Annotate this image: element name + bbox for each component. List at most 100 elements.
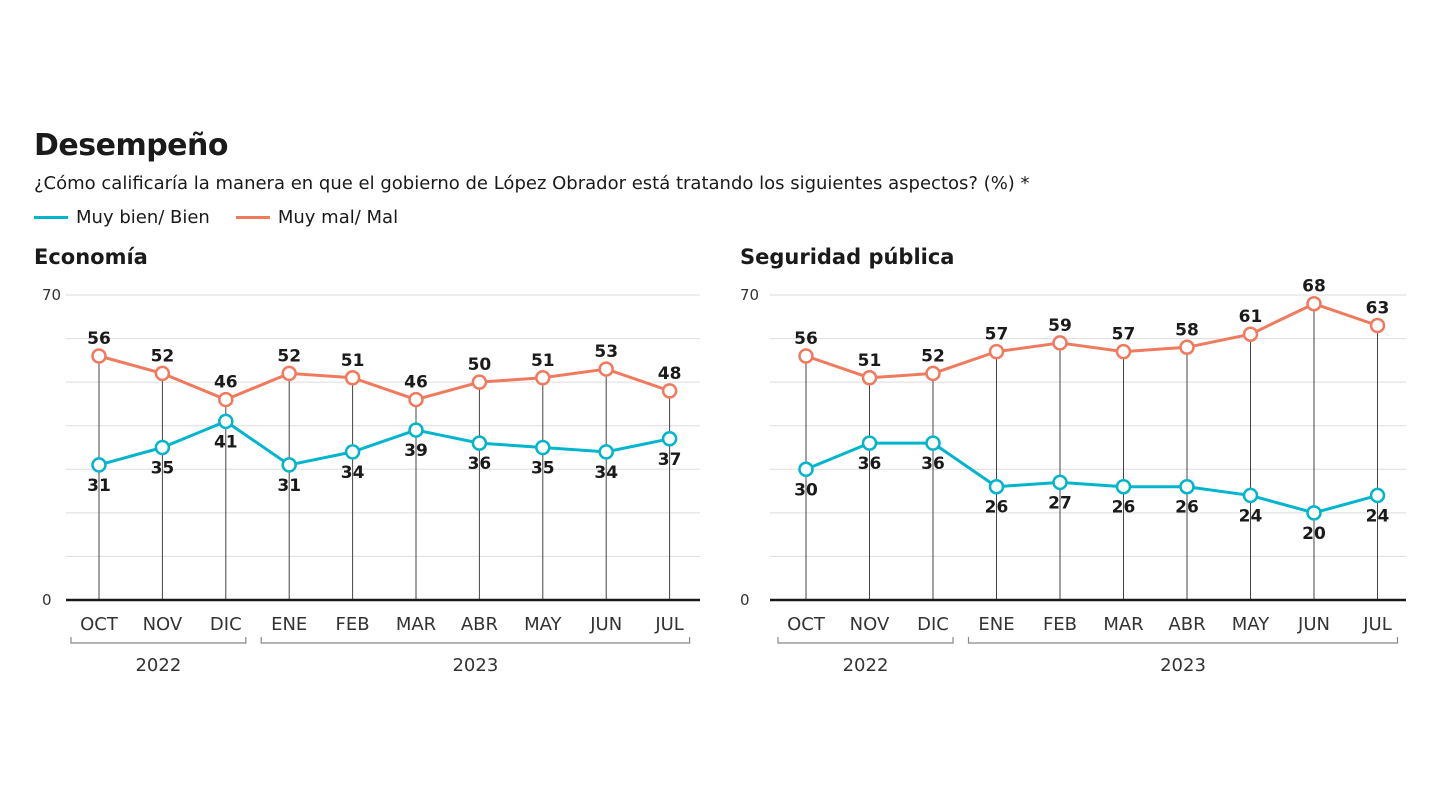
data-point: [988, 343, 1005, 360]
data-label: 57: [1112, 325, 1136, 345]
series-line-good: [805, 441, 1378, 515]
data-point: [535, 370, 551, 386]
panel-title-economia: Economía: [34, 245, 148, 269]
data-label: 58: [1175, 320, 1199, 340]
data-label: 24: [1239, 506, 1263, 526]
year-label: 2022: [135, 655, 181, 676]
data-label: 31: [277, 476, 301, 496]
data-point: [925, 365, 941, 382]
data-label: 34: [341, 463, 365, 483]
x-tick-label: JUN: [1297, 614, 1330, 635]
year-bracket: [70, 637, 247, 644]
x-tick-label: ENE: [978, 614, 1014, 635]
data-point: [471, 435, 488, 451]
data-label: 36: [921, 454, 945, 474]
x-tick-label: FEB: [1043, 614, 1077, 635]
data-point: [408, 422, 424, 438]
legend-swatch-good: [34, 215, 68, 219]
data-point: [798, 348, 814, 364]
data-point: [1179, 339, 1195, 356]
data-point: [281, 365, 297, 382]
x-tick-label: NOV: [850, 614, 890, 635]
data-label: 24: [1366, 506, 1390, 526]
series-line-bad: [98, 354, 671, 402]
data-point: [925, 435, 941, 451]
data-point: [1369, 487, 1386, 504]
legend-label-bad: Muy mal/ Mal: [277, 206, 399, 228]
data-point: [281, 457, 297, 473]
legend-label-good: Muy bien/ Bien: [76, 206, 210, 228]
data-point: [798, 461, 814, 478]
data-point: [1242, 487, 1259, 504]
x-tick-label: JUL: [1362, 614, 1392, 635]
data-point: [1242, 326, 1259, 342]
chart-seguridad: 0 70 30 36 36 26 27 26 26 24 20 24 56 51 52 57 59 57 58 61 6…: [740, 277, 1406, 676]
data-label: 46: [404, 373, 428, 393]
data-label: 39: [404, 441, 428, 461]
y-tick-label: 0: [42, 591, 52, 609]
data-point: [471, 374, 488, 390]
data-point: [1115, 478, 1132, 495]
legend-item-bad: Muy mal/ Mal: [235, 206, 399, 228]
x-tick-label: NOV: [143, 614, 183, 635]
data-label: 59: [1048, 316, 1072, 336]
data-label: 27: [1048, 493, 1072, 513]
data-label: 41: [214, 432, 238, 452]
data-point: [598, 361, 614, 377]
y-tick-label: 70: [740, 286, 759, 304]
data-point: [154, 439, 171, 456]
x-tick-label: JUL: [654, 614, 684, 635]
year-label: 2023: [1160, 655, 1206, 676]
data-point: [1306, 295, 1322, 312]
year-bracket: [967, 637, 1399, 644]
data-label: 68: [1302, 277, 1326, 297]
data-label: 30: [794, 480, 818, 500]
panel-economia: Economía 0 70 31 35 41 31 34 39 36 35 34 37 56 52 46 52…: [34, 245, 714, 685]
x-tick-label: JUN: [589, 614, 622, 635]
data-label: 57: [985, 325, 1009, 345]
data-label: 51: [531, 351, 555, 371]
year-bracket: [777, 637, 954, 644]
data-point: [1369, 317, 1386, 334]
legend-swatch-bad: [235, 215, 270, 219]
data-point: [661, 431, 678, 447]
x-tick-label: MAR: [396, 614, 436, 635]
data-label: 26: [985, 498, 1009, 518]
x-tick-label: OCT: [787, 614, 826, 635]
series-line-bad: [805, 302, 1378, 380]
data-point: [598, 444, 614, 460]
year-bracket: [260, 637, 691, 644]
data-point: [408, 391, 424, 408]
data-point: [661, 383, 678, 399]
x-tick-label: ABR: [461, 614, 498, 635]
x-tick-label: DIC: [210, 614, 242, 635]
data-point: [1115, 343, 1132, 360]
x-tick-label: ENE: [271, 614, 307, 635]
data-label: 56: [794, 329, 818, 349]
data-label: 36: [468, 454, 492, 474]
data-label: 48: [658, 364, 682, 384]
x-tick-label: ABR: [1168, 614, 1205, 635]
chart-title: Desempeño: [34, 128, 229, 163]
data-label: 37: [658, 450, 682, 470]
data-label: 35: [531, 459, 555, 479]
legend: Muy bien/ Bien Muy mal/ Mal: [34, 205, 424, 229]
data-label: 46: [214, 373, 238, 393]
x-tick-label: MAR: [1103, 614, 1143, 635]
data-label: 34: [594, 463, 618, 483]
year-label: 2023: [452, 655, 498, 676]
data-point: [91, 348, 107, 364]
x-tick-label: OCT: [80, 614, 119, 635]
chart-subtitle: ¿Cómo calificaría la manera en que el go…: [34, 173, 1030, 194]
data-label: 36: [858, 454, 882, 474]
panel-seguridad: Seguridad pública 0 70 30 36 36 26 27 26 26 24 20 2…: [740, 245, 1420, 685]
data-label: 53: [594, 342, 618, 362]
data-point: [535, 439, 551, 456]
x-tick-label: MAY: [524, 614, 562, 635]
data-label: 26: [1112, 498, 1136, 518]
series-line-good: [98, 419, 670, 467]
data-point: [91, 457, 107, 473]
data-label: 31: [87, 476, 111, 496]
data-label: 52: [921, 346, 945, 366]
data-label: 50: [468, 355, 492, 375]
